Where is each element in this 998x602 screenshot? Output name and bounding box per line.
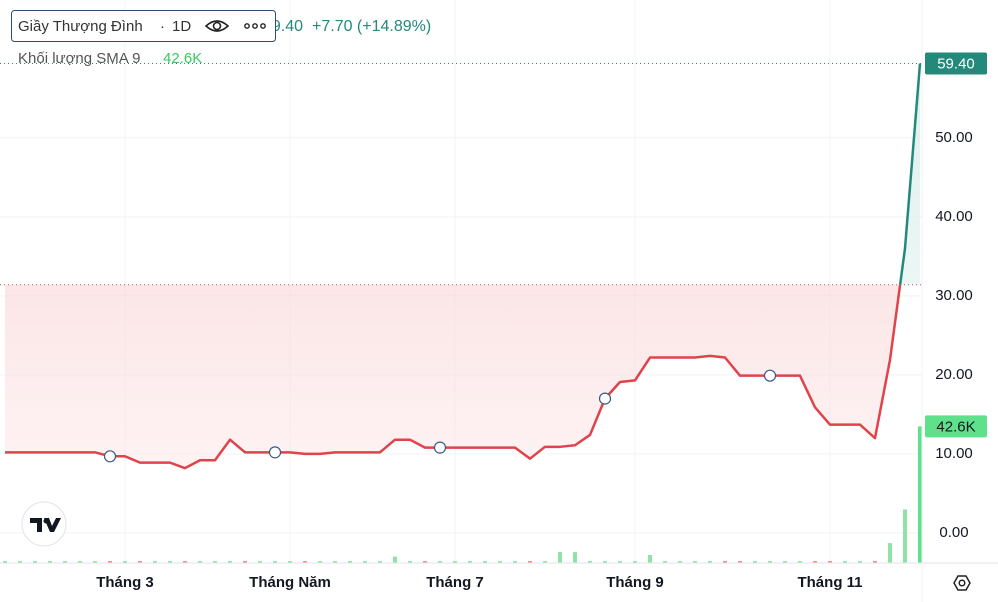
volume-bar <box>48 561 52 563</box>
volume-bar <box>423 561 427 563</box>
legend-box[interactable] <box>11 10 276 42</box>
volume-bar <box>843 561 847 563</box>
event-marker <box>598 392 612 405</box>
volume-bar <box>258 561 262 563</box>
volume-bar <box>288 561 292 563</box>
volume-bar <box>408 561 412 563</box>
volume-bar <box>828 561 832 563</box>
volume-bar <box>918 426 922 563</box>
event-marker <box>103 450 117 463</box>
volume-bar <box>18 561 22 563</box>
volume-bar <box>483 561 487 563</box>
x-tick-label: Tháng Năm <box>249 574 331 591</box>
settings-icon[interactable] <box>953 575 971 591</box>
volume-bar <box>393 556 397 563</box>
volume-bar <box>108 561 112 563</box>
volume-bar <box>663 561 667 563</box>
change: +7.70 (+14.89%) <box>312 18 431 35</box>
volume-bar <box>768 561 772 563</box>
volume-bar <box>153 561 157 563</box>
price-pane <box>0 62 922 470</box>
volume-bar <box>468 561 472 563</box>
volume-bar <box>168 561 172 563</box>
eye-icon[interactable] <box>204 20 230 32</box>
volume-bar <box>633 561 637 563</box>
volume-bar <box>588 561 592 563</box>
symbol-title: Giầy Thượng Đình <box>18 18 143 35</box>
volume-bar <box>783 561 787 563</box>
volume-bar <box>528 561 532 563</box>
grid <box>0 0 922 563</box>
event-marker <box>268 446 282 459</box>
volume-bar <box>333 561 337 563</box>
volume-bar <box>198 561 202 563</box>
volume-bar <box>813 561 817 563</box>
volume-bar <box>438 561 442 563</box>
y-tick-label: 20.00 <box>935 366 973 383</box>
tv-logo[interactable] <box>21 501 67 547</box>
volume-bar <box>573 552 577 563</box>
y-tick-label: 30.00 <box>935 287 973 304</box>
interval: 1D <box>172 18 191 35</box>
volume-pane <box>3 426 922 563</box>
volume-bar <box>243 561 247 563</box>
event-marker <box>433 441 447 454</box>
event-marker <box>763 369 777 382</box>
volume-bar <box>63 561 67 563</box>
volume-bar <box>273 561 277 563</box>
volume-value: 42.6K <box>163 50 202 67</box>
y-tick-label: 10.00 <box>935 445 973 462</box>
volume-bar <box>678 561 682 563</box>
volume-bar <box>33 561 37 563</box>
volume-bar <box>213 561 217 563</box>
x-tick-label: Tháng 9 <box>606 574 664 591</box>
volume-bar <box>723 561 727 563</box>
y-tick-label: 40.00 <box>935 208 973 225</box>
volume-bar <box>693 561 697 563</box>
volume-bar <box>738 561 742 563</box>
axes: 0.00 10.00 20.00 30.00 40.00 50.00 Tháng 3 Thán… <box>96 52 987 591</box>
volume-bar <box>858 561 862 563</box>
volume-bar <box>903 509 907 563</box>
volume-bar <box>378 561 382 563</box>
volume-bar <box>93 561 97 563</box>
volume-badge <box>925 415 987 438</box>
x-tick-label: Tháng 3 <box>96 574 154 591</box>
volume-bar <box>348 561 352 563</box>
volume-bar <box>183 561 187 563</box>
volume-bar <box>513 561 517 563</box>
volume-bar <box>363 561 367 563</box>
volume-bar <box>3 561 7 563</box>
last-price-label: 59.40 <box>937 55 975 72</box>
volume-bar <box>498 561 502 563</box>
volume-title: Khối lượng SMA 9 <box>18 50 140 67</box>
volume-bar <box>228 561 232 563</box>
y-tick-label: 50.00 <box>935 129 973 146</box>
volume-bar <box>558 552 562 563</box>
volume-label: 42.6K <box>936 418 975 435</box>
volume-bar <box>303 561 307 563</box>
y-tick-label: 0.00 <box>939 524 968 541</box>
volume-bar <box>618 561 622 563</box>
volume-bar <box>78 561 82 563</box>
volume-bar <box>753 561 757 563</box>
volume-bar <box>603 561 607 563</box>
area-below <box>5 284 901 469</box>
volume-bar <box>708 561 712 563</box>
more-icon[interactable] <box>244 23 266 29</box>
volume-bar <box>453 561 457 563</box>
volume-bar <box>888 543 892 563</box>
volume-bar <box>138 561 142 563</box>
volume-bar <box>123 561 127 563</box>
volume-bar <box>798 561 802 563</box>
volume-bar <box>318 561 322 563</box>
volume-bar <box>873 561 877 563</box>
x-tick-label: Tháng 11 <box>797 574 862 591</box>
separator: · <box>160 18 165 35</box>
volume-bar <box>543 561 547 563</box>
x-tick-label: Tháng 7 <box>426 574 484 591</box>
last-price-badge <box>925 52 987 75</box>
volume-bar <box>648 554 652 563</box>
